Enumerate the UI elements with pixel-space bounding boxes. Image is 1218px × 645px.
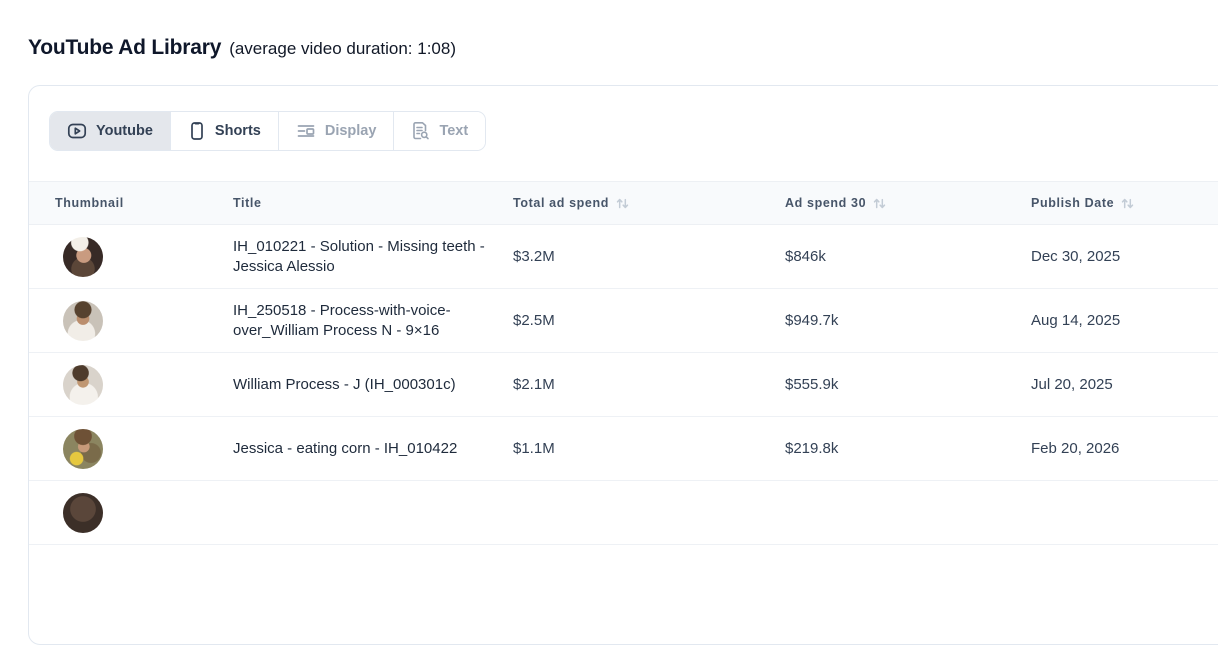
column-label: Ad spend 30 (785, 196, 867, 210)
phone-icon (188, 121, 206, 141)
video-thumbnail[interactable] (63, 428, 103, 469)
tab-label: Shorts (214, 123, 261, 139)
ad-title: IH_250518 - Process-with-voice-over_Will… (233, 301, 451, 339)
tab-label: Youtube (96, 123, 153, 139)
publish-date-value: Jul 20, 2025 (1031, 376, 1113, 393)
total-ad-spend-value: $2.1M (513, 376, 555, 393)
table-row[interactable]: IH_250518 - Process-with-voice-over_Will… (29, 289, 1218, 353)
thumbnail-cell (55, 428, 233, 469)
column-header-thumbnail: Thumbnail (55, 196, 233, 210)
display-layout-icon (296, 121, 316, 141)
page-header: YouTube Ad Library (average video durati… (28, 36, 456, 60)
column-label: Title (233, 196, 262, 210)
table-row[interactable] (29, 481, 1218, 545)
ad-title: Jessica - eating corn - IH_010422 (233, 439, 458, 457)
column-label: Publish Date (1031, 196, 1115, 210)
tab-group: Youtube Shorts Display Text (49, 111, 487, 151)
table-row[interactable]: IH_010221 - Solution - Missing teeth - J… (29, 225, 1218, 289)
column-header-title: Title (233, 196, 513, 210)
column-header-total-ad-spend[interactable]: Total ad spend (513, 196, 785, 211)
ad-library-card: Youtube Shorts Display Text Thumbnail Title T… (28, 85, 1218, 645)
video-thumbnail[interactable] (63, 492, 103, 533)
thumbnail-cell (55, 364, 233, 405)
tab-text[interactable]: Text (394, 112, 486, 150)
thumbnail-cell (55, 300, 233, 341)
tab-display[interactable]: Display (278, 112, 395, 150)
page-subtitle: (average video duration: 1:08) (229, 39, 456, 58)
total-ad-spend-value: $1.1M (513, 440, 555, 457)
ad-spend-30-value: $555.9k (785, 376, 839, 393)
tab-label: Text (439, 123, 469, 139)
tab-shorts[interactable]: Shorts (170, 112, 279, 150)
video-thumbnail[interactable] (63, 236, 103, 277)
file-search-icon (411, 121, 430, 141)
column-header-publish-date[interactable]: Publish Date (1031, 196, 1218, 211)
tab-label: Display (324, 123, 377, 139)
ad-title: IH_010221 - Solution - Missing teeth - J… (233, 237, 485, 275)
sort-arrows-icon[interactable] (1120, 196, 1135, 211)
sort-arrows-icon[interactable] (872, 196, 887, 211)
youtube-play-icon (67, 121, 87, 141)
video-thumbnail[interactable] (63, 364, 103, 405)
table-row[interactable]: Jessica - eating corn - IH_010422 $1.1M $2… (29, 417, 1218, 481)
total-ad-spend-value: $3.2M (513, 248, 555, 265)
publish-date-value: Dec 30, 2025 (1031, 248, 1121, 265)
page-title: YouTube Ad Library (28, 36, 222, 59)
column-label: Total ad spend (513, 196, 610, 210)
thumbnail-cell (55, 236, 233, 277)
table-row[interactable]: William Process - J (IH_000301c) $2.1M $55… (29, 353, 1218, 417)
thumbnail-cell (55, 492, 233, 533)
total-ad-spend-value: $2.5M (513, 312, 555, 329)
publish-date-value: Feb 20, 2026 (1031, 440, 1120, 457)
sort-arrows-icon[interactable] (615, 196, 630, 211)
column-label: Thumbnail (55, 196, 124, 210)
table-body: IH_010221 - Solution - Missing teeth - J… (29, 225, 1218, 545)
video-thumbnail[interactable] (63, 300, 103, 341)
column-header-ad-spend-30[interactable]: Ad spend 30 (785, 196, 1031, 211)
tab-youtube[interactable]: Youtube (50, 112, 171, 150)
publish-date-value: Aug 14, 2025 (1031, 312, 1121, 329)
ad-spend-30-value: $949.7k (785, 312, 839, 329)
ad-spend-30-value: $846k (785, 248, 826, 265)
ad-spend-30-value: $219.8k (785, 440, 839, 457)
table-header-row: Thumbnail Title Total ad spend Ad spend 30 P… (29, 181, 1218, 225)
ad-title: William Process - J (IH_000301c) (233, 375, 456, 393)
